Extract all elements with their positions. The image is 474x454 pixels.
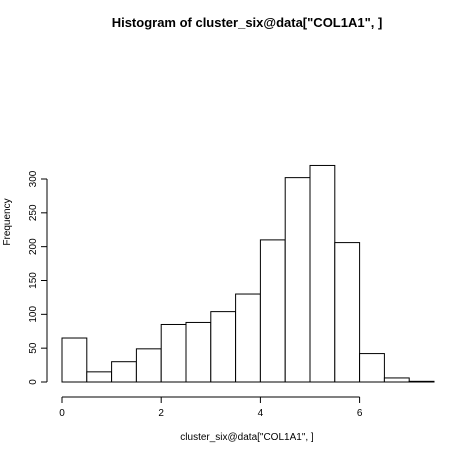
histogram-bar (210, 311, 237, 383)
y-axis: 0 50 100 150 200 250 300 (28, 170, 48, 385)
y-tick-label: 150 (28, 272, 39, 289)
histogram-bar (334, 242, 361, 383)
histogram-bar (111, 361, 137, 383)
histogram-bars (61, 164, 435, 383)
histogram-bar (160, 323, 187, 383)
chart-title: Histogram of cluster_six@data["COL1A1", … (112, 15, 383, 30)
x-axis: 0 2 4 6 (59, 396, 363, 419)
y-tick-label: 300 (28, 170, 39, 187)
x-tick-label: 2 (158, 408, 164, 419)
x-tick-label: 0 (59, 408, 65, 419)
histogram-bar (383, 377, 410, 383)
histogram-bar (309, 164, 336, 383)
histogram-bar (135, 348, 162, 383)
y-tick-label: 250 (28, 204, 39, 221)
y-tick-label: 200 (28, 238, 39, 255)
x-tick-label: 4 (258, 408, 264, 419)
y-axis-label: Frequency (2, 198, 13, 245)
histogram-bar (359, 353, 385, 383)
x-tick-label: 6 (357, 408, 363, 419)
histogram-bar (185, 321, 212, 383)
histogram-bar (259, 239, 286, 383)
histogram-bar (284, 177, 311, 383)
y-tick-label: 0 (28, 379, 39, 385)
histogram-bar (235, 293, 261, 383)
y-tick-label: 50 (28, 342, 39, 354)
histogram-bar (408, 380, 435, 383)
y-tick-label: 100 (28, 306, 39, 323)
histogram-bar (61, 337, 88, 383)
histogram-bar (86, 371, 113, 383)
x-axis-label: cluster_six@data["COL1A1", ] (180, 432, 314, 443)
